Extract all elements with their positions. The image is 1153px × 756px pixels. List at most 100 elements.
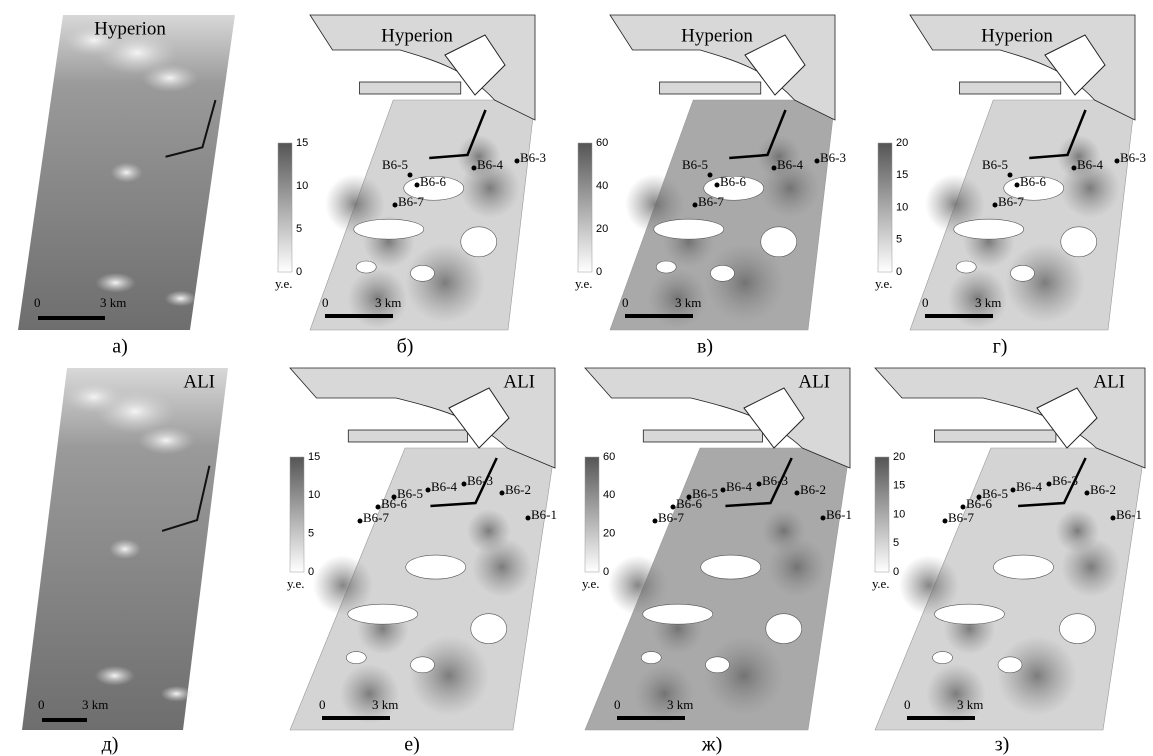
no-data-area: [410, 264, 435, 282]
station-label: В6-3: [820, 150, 846, 165]
concentration-patch: [947, 268, 1008, 329]
station-label: В6-7: [698, 194, 725, 209]
pier: [429, 109, 487, 160]
station-dot: [461, 481, 467, 487]
station-dot: [976, 494, 982, 500]
concentration-patch: [409, 635, 489, 716]
scale-end: 3 km: [957, 697, 983, 712]
pier: [729, 109, 787, 160]
scale-end: 3 km: [100, 295, 126, 310]
scale-start: 0: [322, 295, 329, 310]
no-data-area: [1059, 613, 1096, 644]
colorbar-unit: у.е.: [575, 276, 592, 291]
concentration-patch: [705, 242, 785, 323]
scale-end: 3 km: [675, 295, 701, 310]
station-label: В6-5: [682, 157, 708, 172]
colorbar: [584, 456, 600, 573]
colorbar-tick-label: 0: [893, 566, 899, 578]
scale-end: 3 km: [82, 697, 108, 712]
station-dot: [652, 518, 658, 524]
panel-title: Hyperion: [981, 25, 1053, 46]
station-label: В6-5: [382, 157, 408, 172]
station-dot: [707, 172, 713, 178]
no-data-area: [403, 175, 465, 201]
cloud: [141, 64, 198, 92]
station-dot: [499, 490, 505, 496]
pier: [165, 99, 217, 158]
no-data-area: [760, 226, 798, 258]
panel-title: ALI: [798, 371, 830, 392]
colorbar-tick-label: 5: [893, 537, 899, 549]
colorbar-tick-label: 20: [896, 137, 908, 149]
station-label: В6-7: [658, 510, 685, 525]
station-dot: [820, 515, 826, 521]
station-label: В6-6: [720, 174, 747, 189]
panel: ALI 0 3 km д): [22, 368, 228, 756]
colorbar-tick-label: 40: [603, 489, 615, 501]
panel-title: ALI: [183, 371, 215, 392]
no-data-area: [347, 603, 419, 625]
colorbar-tick-label: 60: [603, 451, 615, 463]
concentration-patch: [997, 635, 1077, 716]
scale-end: 3 km: [372, 697, 398, 712]
panel-title: ALI: [503, 371, 535, 392]
concentration-patch: [347, 268, 408, 329]
station-dot: [357, 518, 363, 524]
station-dot: [1071, 165, 1077, 171]
colorbar-tick-label: 5: [296, 223, 302, 235]
concentration-patch: [1056, 134, 1101, 179]
scale-start: 0: [904, 697, 911, 712]
colorbar-tick-label: 10: [896, 201, 908, 213]
station-dot: [391, 494, 397, 500]
panel-title: Hyperion: [381, 25, 453, 46]
station-label: В6-4: [1016, 479, 1043, 494]
scale-end: 3 km: [975, 295, 1001, 310]
station-dot: [425, 487, 431, 493]
station-dot: [686, 494, 692, 500]
scale-start: 0: [614, 697, 621, 712]
colorbar-tick-label: 15: [296, 137, 308, 149]
no-data-area: [710, 264, 735, 282]
panel: ALI 20 15 10 5 0 у.е. В6-5В6-6 В6-4 В6-3 В6-2В6-1 В…: [872, 367, 1146, 756]
cloud: [94, 665, 135, 686]
colorbar-tick-label: 15: [893, 480, 905, 492]
concentration-patch: [339, 663, 400, 724]
no-data-area: [993, 554, 1054, 580]
concentration-patch: [325, 174, 385, 234]
station-dot: [414, 182, 420, 188]
colorbar-tick-label: 5: [896, 234, 902, 246]
panel-title: ALI: [1093, 371, 1125, 392]
breakwater: [934, 429, 1057, 443]
colorbar-tick-label: 15: [308, 451, 320, 463]
cloud: [109, 539, 141, 559]
station-dot: [794, 490, 800, 496]
station-label: В6-6: [420, 174, 447, 189]
colorbar: [877, 142, 893, 273]
colorbar-unit: у.е.: [872, 576, 889, 591]
concentration-patch: [704, 635, 784, 716]
station-label: В6-3: [520, 150, 546, 165]
concentration-patch: [405, 242, 485, 323]
station-label: В6-6: [381, 496, 408, 511]
station-dot: [992, 202, 998, 208]
no-data-area: [705, 656, 730, 674]
station-label: В6-4: [1077, 157, 1104, 172]
no-data-area: [932, 651, 953, 664]
cloud: [110, 162, 143, 183]
port: [744, 34, 806, 96]
panel: Hyperion 15 10 5 0 у.е. В6-5 В6-4 В6-3 В6-6 В6-7 0 3…: [275, 14, 546, 358]
station-label: В6-7: [948, 510, 975, 525]
station-label: В6-6: [676, 496, 703, 511]
concentration-patch: [456, 134, 501, 179]
panel-caption: ж): [701, 734, 722, 756]
panel-caption: д): [102, 734, 119, 756]
panel-caption: б): [397, 336, 414, 358]
concentration-patch: [466, 508, 511, 553]
station-dot: [392, 202, 398, 208]
station-dot: [1014, 182, 1020, 188]
port: [1044, 34, 1106, 96]
no-data-area: [653, 218, 725, 240]
no-data-area: [953, 218, 1025, 240]
colorbar: [289, 456, 305, 573]
colorbar-tick-label: 0: [896, 266, 902, 278]
